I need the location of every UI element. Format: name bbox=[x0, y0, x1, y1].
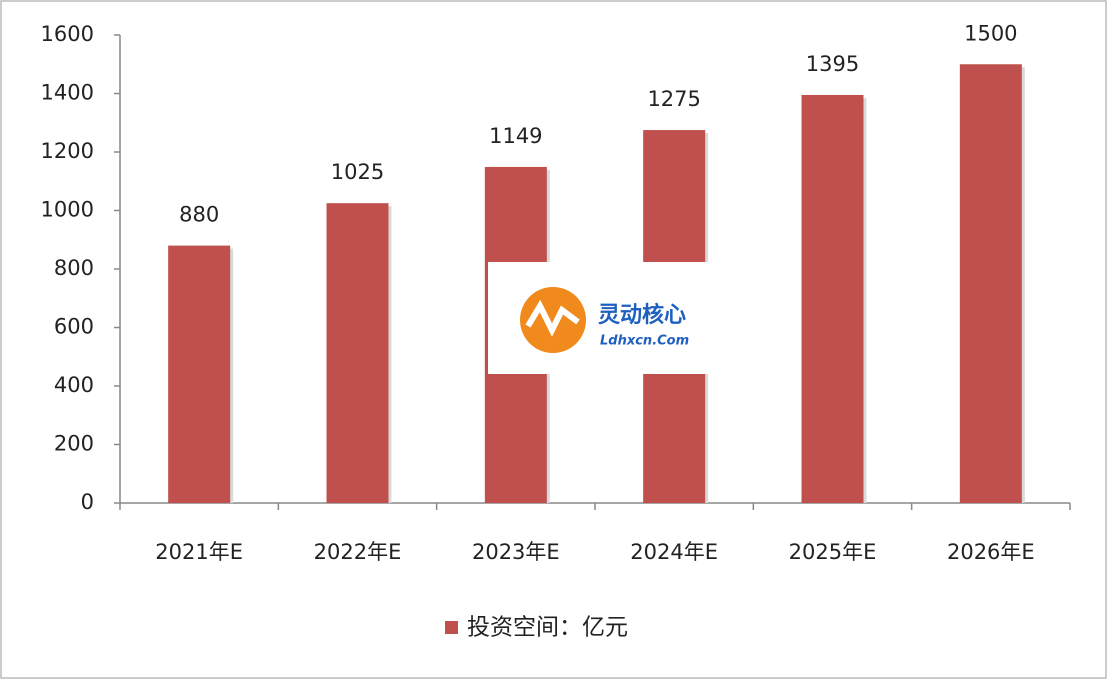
legend-swatch bbox=[445, 621, 458, 634]
value-label: 1500 bbox=[964, 21, 1017, 45]
x-tick-label: 2026年E bbox=[947, 540, 1035, 564]
y-tick-label: 1200 bbox=[41, 139, 94, 163]
value-label: 880 bbox=[179, 203, 219, 227]
y-tick-label: 600 bbox=[54, 315, 94, 339]
y-tick-label: 1000 bbox=[41, 198, 94, 222]
y-tick-label: 1400 bbox=[41, 81, 94, 105]
watermark-title: 灵动核心 bbox=[598, 302, 686, 328]
x-tick-label: 2024年E bbox=[630, 540, 718, 564]
y-tick-label: 400 bbox=[54, 373, 94, 397]
watermark-url: Ldhxcn.Com bbox=[600, 334, 689, 349]
watermark-logo-mark bbox=[525, 299, 580, 337]
y-tick-label: 800 bbox=[54, 256, 94, 280]
value-label: 1025 bbox=[331, 160, 384, 184]
value-label: 1275 bbox=[647, 87, 700, 111]
bar bbox=[801, 94, 864, 504]
value-label: 1149 bbox=[489, 124, 542, 148]
y-tick-label: 1600 bbox=[41, 22, 94, 46]
x-tick-label: 2021年E bbox=[155, 540, 243, 564]
y-tick-label: 200 bbox=[54, 432, 94, 456]
x-tick-label: 2023年E bbox=[472, 540, 560, 564]
x-tick-label: 2022年E bbox=[314, 540, 402, 564]
value-label: 1395 bbox=[806, 52, 859, 76]
bar bbox=[326, 203, 389, 503]
bar bbox=[168, 245, 231, 503]
y-tick-label: 0 bbox=[81, 490, 94, 514]
legend-label: 投资空间：亿元 bbox=[467, 615, 628, 641]
x-tick-label: 2025年E bbox=[789, 540, 877, 564]
bar bbox=[959, 64, 1022, 503]
watermark-logo bbox=[520, 287, 586, 353]
